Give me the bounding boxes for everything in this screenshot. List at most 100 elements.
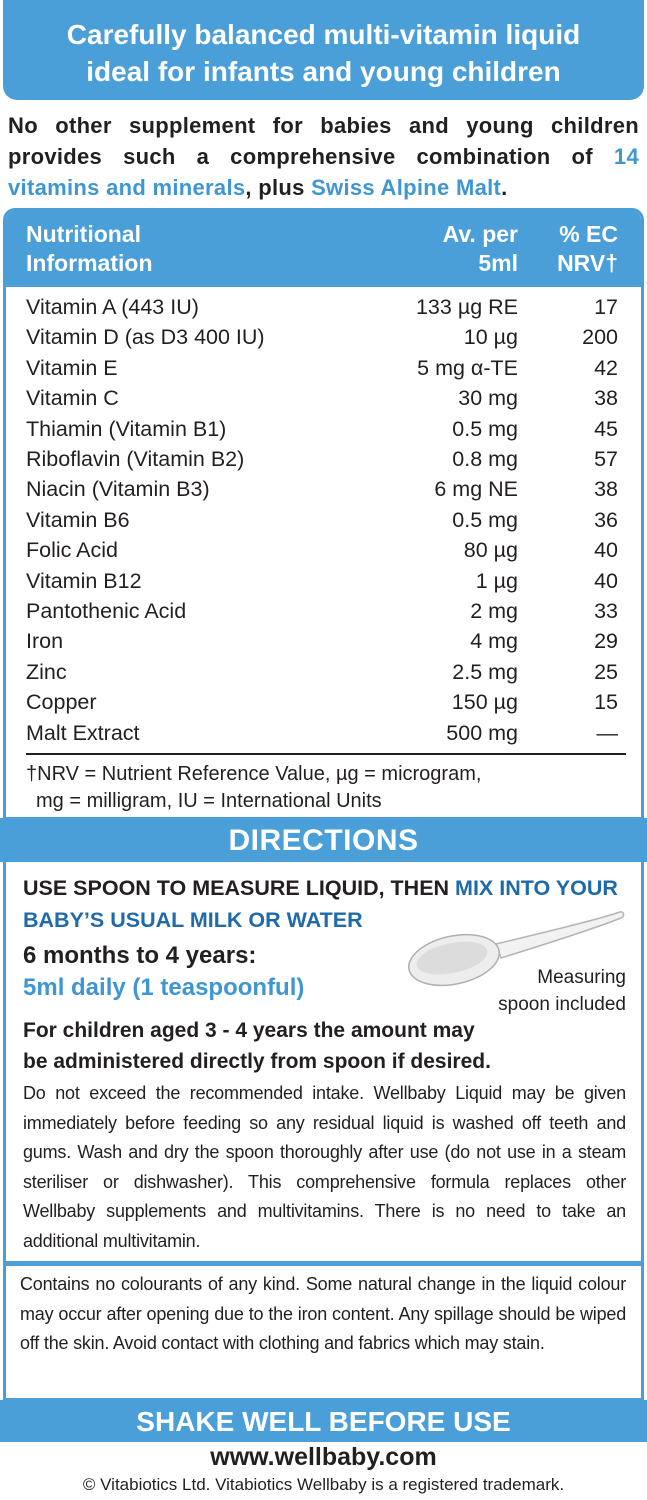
website: www.wellbaby.com (210, 1443, 437, 1471)
table-rule (26, 753, 626, 755)
dose: 5ml daily (1 teaspoonful) (23, 974, 305, 1001)
caution-text: Contains no colourants of any kind. Some… (20, 1274, 626, 1353)
header-cell-line: NRV† (557, 250, 618, 276)
table-footnote: †NRV = Nutrient Reference Value, µg = mi… (26, 761, 481, 815)
amount: 133 µg RE (415, 295, 518, 319)
nrv: 45 (594, 416, 618, 441)
nutrient-name: Vitamin B6 (26, 507, 130, 532)
nrv: 36 (594, 507, 618, 532)
nutrient-name: Pantothenic Acid (26, 599, 187, 623)
nutrient-name: Niacin (Vitamin B3) (26, 477, 210, 502)
nrv: 15 (594, 690, 618, 715)
table-row: Niacin (Vitamin B3) 6 mg NE 38 (6, 474, 641, 504)
header-cell-line: Av. per (442, 221, 518, 247)
amount: 0.5 mg (452, 416, 518, 441)
amount: 500 mg (446, 720, 518, 745)
directions-body: Do not exceed the recommended intake. We… (23, 1083, 626, 1251)
nutrient-name: Thiamin (Vitamin B1) (26, 416, 227, 441)
spoon-caption-line: spoon included (498, 994, 626, 1015)
header-cell: Nutritional Information (26, 220, 326, 278)
nutrition-table: Nutritional Information Av. per 5ml % EC NRV†… (3, 208, 644, 820)
nrv: 42 (594, 355, 618, 380)
nutrient-name: Vitamin D (as D3 400 IU) (26, 325, 265, 350)
intro-highlight: Swiss Alpine Malt (311, 175, 502, 200)
nutrient-name: Vitamin A (443 IU) (26, 295, 199, 319)
table-row: Thiamin (Vitamin B1) 0.5 mg 45 (6, 414, 641, 444)
amount: 30 mg (458, 386, 518, 411)
children-note: For children aged 3 - 4 years the amount… (23, 1019, 491, 1073)
amount: 1 µg (475, 568, 518, 593)
table-row: Copper 150 µg 15 (6, 687, 641, 717)
header-title-line: Carefully balanced multi-vitamin liquid (66, 19, 581, 50)
nrv: 38 (594, 477, 618, 502)
instruction-part: USE SPOON TO MEASURE LIQUID, THEN (23, 876, 456, 900)
nrv: 40 (594, 568, 618, 593)
instruction-highlight: MIX INTO YOUR BABY’S USUAL MILK OR WATER (23, 876, 618, 932)
table-row: Malt Extract 500 mg — (6, 718, 641, 748)
nutrient-name: Folic Acid (26, 538, 119, 563)
shake-banner: SHAKE WELL BEFORE USE (0, 1400, 647, 1442)
amount: 2.5 mg (452, 659, 518, 684)
intro-highlight: 14 vitamins and minerals (8, 144, 639, 200)
amount: 80 µg (463, 538, 518, 563)
nrv: 57 (594, 447, 618, 471)
table-row: Riboflavin (Vitamin B2) 0.8 mg 57 (6, 444, 641, 474)
header-banner: Carefully balanced multi-vitamin liquid … (3, 0, 644, 100)
nrv: 33 (594, 599, 618, 623)
spoon-caption-line: Measuring (537, 967, 626, 988)
nutrient-name: Zinc (26, 659, 67, 684)
directions-panel: USE SPOON TO MEASURE LIQUID, THEN MIX IN… (3, 862, 644, 1264)
table-row: Vitamin A (443 IU) 133 µg RE 17 (6, 292, 641, 322)
nrv: 17 (594, 295, 618, 319)
intro-part: No other supplement for babies and young… (8, 113, 639, 169)
table-row: Iron 4 mg 29 (6, 626, 641, 656)
header-title-line: ideal for infants and young children (86, 56, 561, 87)
amount: 4 mg (470, 629, 518, 654)
spoon-caption: Measuring spoon included (486, 964, 626, 1018)
instruction: USE SPOON TO MEASURE LIQUID, THEN MIX IN… (23, 872, 623, 936)
header-cell: Av. per 5ml (326, 220, 518, 278)
intro-part: , plus (245, 175, 312, 200)
table-row: Vitamin C 30 mg 38 (6, 383, 641, 413)
amount: 10 µg (463, 325, 518, 350)
nrv: — (596, 720, 619, 745)
intro-part: . (501, 175, 508, 200)
copyright: © Vitabiotics Ltd. Vitabiotics Wellbaby … (82, 1475, 565, 1494)
table-row: Vitamin B12 1 µg 40 (6, 566, 641, 596)
footnote-line: †NRV = Nutrient Reference Value, µg = mi… (26, 763, 482, 785)
header-cell: % EC NRV† (518, 220, 618, 278)
caution-box: Contains no colourants of any kind. Some… (3, 1264, 644, 1401)
nutrient-name: Iron (26, 629, 64, 654)
table-row: Vitamin D (as D3 400 IU) 10 µg 200 (6, 322, 641, 352)
amount: 5 mg α-TE (417, 355, 518, 380)
table-row: Vitamin E 5 mg α-TE 42 (6, 353, 641, 383)
header-cell-line: Information (26, 250, 153, 276)
nrv: 38 (594, 386, 618, 411)
nrv: 29 (594, 629, 618, 654)
amount: 0.5 mg (452, 507, 518, 532)
header-cell-line: Nutritional (26, 221, 141, 247)
nrv: 25 (594, 659, 618, 684)
amount: 150 µg (451, 690, 518, 715)
table-row: Vitamin B6 0.5 mg 36 (6, 505, 641, 535)
spoon-illustration (407, 911, 625, 987)
nutrient-name: Vitamin B12 (26, 568, 142, 593)
amount: 0.8 mg (452, 447, 518, 471)
nrv: 200 (582, 325, 618, 350)
nutrient-name: Malt Extract (26, 720, 140, 745)
age-range: 6 months to 4 years: (23, 942, 257, 969)
header-cell-line: 5ml (478, 250, 518, 276)
footnote-line: mg = milligram, IU = International Units (36, 790, 382, 812)
table-row: Zinc 2.5 mg 25 (6, 657, 641, 687)
nutrient-name: Vitamin C (26, 386, 119, 411)
nutrient-name: Copper (26, 690, 97, 715)
directions-title: DIRECTIONS (0, 818, 647, 862)
header-cell-line: % EC (559, 221, 618, 247)
amount: 6 mg NE (434, 477, 518, 502)
nutrient-name: Vitamin E (26, 355, 118, 380)
table-row: Folic Acid 80 µg 40 (6, 535, 641, 565)
intro-text: No other supplement for babies and young… (8, 110, 639, 203)
amount: 2 mg (470, 599, 518, 623)
nrv: 40 (594, 538, 618, 563)
